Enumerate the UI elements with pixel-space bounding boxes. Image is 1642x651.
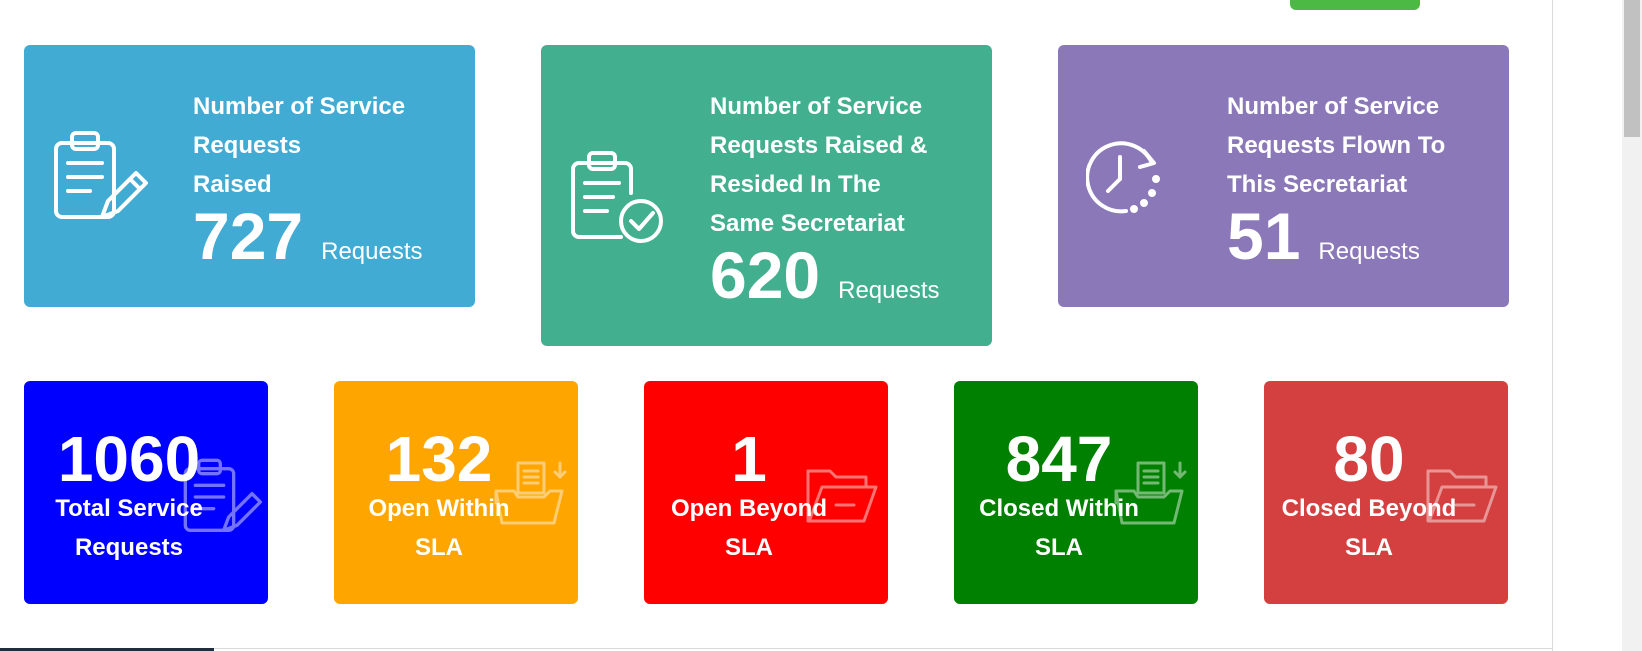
- stat-open-beyond-sla[interactable]: 1 Open Beyond SLA: [644, 381, 888, 604]
- card-value: 727: [193, 199, 304, 273]
- stat-label: Closed Beyond SLA: [1264, 489, 1474, 567]
- stat-label: Open Within SLA: [334, 489, 544, 567]
- card-title-line: Same Secretariat: [710, 210, 905, 237]
- stat-value: 80: [1333, 423, 1405, 495]
- card-title-line: Requests Raised &: [710, 132, 928, 159]
- card-unit: Requests: [321, 238, 423, 265]
- scrollbar-thumb[interactable]: [1624, 0, 1640, 137]
- stat-value: 847: [1005, 423, 1113, 495]
- stat-label-line: Closed Within: [979, 495, 1139, 522]
- card-title: Number of Service Requests Raised: [193, 87, 455, 204]
- card-title-line: Resided In The: [710, 171, 881, 198]
- stat-label-line: Total Service: [55, 495, 203, 522]
- clipboard-pencil-icon: [52, 129, 148, 219]
- stat-closed-within-sla[interactable]: 847 Closed Within SLA: [954, 381, 1198, 604]
- stat-label-line: Open Beyond: [670, 495, 827, 522]
- card-title-line: Number of Service: [193, 93, 406, 120]
- stat-label-line: SLA: [1345, 534, 1393, 561]
- card-requests-raised[interactable]: Number of Service Requests Raised 727 Re…: [24, 45, 475, 307]
- stat-label-line: SLA: [725, 534, 773, 561]
- card-unit: Requests: [838, 277, 940, 304]
- clipboard-pencil-icon: [182, 457, 263, 537]
- stat-label-line: SLA: [415, 534, 463, 561]
- folder-tray-icon: [492, 457, 572, 537]
- stat-value: 132: [385, 423, 493, 495]
- stat-label: Closed Within SLA: [954, 489, 1164, 567]
- card-title: Number of Service Requests Raised & Resi…: [710, 87, 972, 243]
- card-value: 620: [710, 238, 821, 312]
- stat-label-line: Open Within: [368, 495, 510, 522]
- card-requests-flown[interactable]: Number of Service Requests Flown To This…: [1058, 45, 1509, 307]
- content-bottom-border: [0, 648, 1553, 649]
- stat-label: Total Service Requests: [24, 489, 234, 567]
- folder-tray-icon: [1112, 457, 1192, 537]
- card-unit: Requests: [1318, 238, 1420, 265]
- card-text: Number of Service Requests Flown To This…: [1227, 87, 1489, 270]
- card-title-line: Requests Flown To: [1227, 132, 1446, 159]
- bottom-left-bar: [0, 648, 214, 651]
- stat-total-service-requests[interactable]: 1060 Total Service Requests: [24, 381, 268, 604]
- card-title-line: Number of Service: [1227, 93, 1440, 120]
- card-value: 51: [1227, 199, 1301, 273]
- top-action-button[interactable]: [1290, 0, 1420, 10]
- scrollbar-track[interactable]: [1622, 0, 1642, 651]
- card-requests-resided[interactable]: Number of Service Requests Raised & Resi…: [541, 45, 992, 346]
- card-title-line: Raised: [193, 171, 272, 198]
- clipboard-check-icon: [569, 149, 663, 243]
- card-title-line: This Secretariat: [1227, 171, 1408, 198]
- stat-label-line: Requests: [74, 534, 184, 561]
- stat-label-line: Closed Beyond: [1281, 495, 1457, 522]
- stat-value: 1060: [57, 423, 201, 495]
- open-folder-icon: [802, 457, 882, 537]
- card-title-line: Number of Service: [710, 93, 923, 120]
- stat-label-line: SLA: [1035, 534, 1083, 561]
- stat-value: 1: [731, 423, 767, 495]
- open-folder-icon: [1422, 457, 1502, 537]
- card-text: Number of Service Requests Raised & Resi…: [710, 87, 972, 309]
- card-title-line: Requests: [193, 132, 302, 159]
- stat-closed-beyond-sla[interactable]: 80 Closed Beyond SLA: [1264, 381, 1508, 604]
- stat-label: Open Beyond SLA: [644, 489, 854, 567]
- content-border: [1552, 0, 1553, 651]
- clock-refresh-icon: [1085, 137, 1176, 227]
- card-text: Number of Service Requests Raised 727 Re…: [193, 87, 455, 270]
- card-title: Number of Service Requests Flown To This…: [1227, 87, 1489, 204]
- stat-open-within-sla[interactable]: 132 Open Within SLA: [334, 381, 578, 604]
